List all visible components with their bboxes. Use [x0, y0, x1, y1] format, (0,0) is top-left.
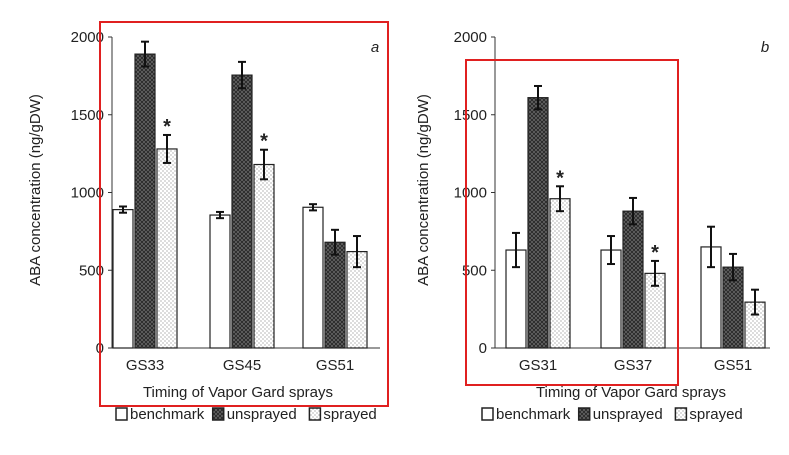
category-label: GS45: [223, 357, 261, 374]
legend-swatch: [211, 407, 225, 421]
error-bar: [751, 288, 759, 316]
legend-label: sprayed: [323, 406, 376, 423]
panel-label: a: [371, 39, 379, 56]
category-label: GS51: [316, 357, 354, 374]
error-bar: [629, 196, 637, 226]
legend-label: benchmark: [130, 406, 205, 423]
bar-unsprayed: [324, 241, 346, 349]
error-bar: [607, 235, 615, 266]
category-label: GS31: [519, 357, 557, 374]
legend-swatch: [308, 407, 322, 421]
legend-label: sprayed: [689, 406, 742, 423]
bar-unsprayed: [231, 74, 253, 349]
error-bar: [651, 259, 659, 287]
legend-item-benchmark: benchmark: [481, 406, 571, 423]
y-tick-label: 1000: [71, 185, 104, 202]
y-tick-label: 1000: [454, 185, 487, 202]
bar-sprayed: [253, 163, 275, 349]
y-tick-label: 500: [79, 262, 104, 279]
y-tick-label: 500: [462, 262, 487, 279]
y-tick-label: 0: [479, 340, 487, 357]
error-bar: [260, 148, 268, 181]
bar-benchmark: [112, 209, 134, 349]
y-axis-label: ABA concentration (ng/gDW): [415, 94, 432, 286]
error-bar: [353, 235, 361, 269]
legend-item-unsprayed: unsprayed: [577, 406, 663, 423]
y-tick-label: 2000: [454, 29, 487, 46]
error-bar: [309, 203, 317, 212]
error-bar: [556, 185, 564, 213]
error-bar: [331, 228, 339, 256]
bar-benchmark: [302, 206, 324, 349]
bar-benchmark: [209, 214, 231, 349]
legend-label: unsprayed: [227, 406, 297, 423]
y-tick-label: 1500: [454, 107, 487, 124]
error-bar: [534, 84, 542, 111]
legend-swatch: [481, 407, 494, 421]
legend-swatch: [115, 407, 128, 421]
legend-item-sprayed: sprayed: [308, 406, 377, 423]
error-bar: [238, 60, 246, 90]
error-bar: [163, 133, 171, 164]
bar-unsprayed: [134, 53, 156, 349]
error-bar: [216, 210, 224, 220]
legend-swatch: [674, 407, 688, 421]
error-bar: [707, 225, 715, 269]
error-bar: [141, 40, 149, 68]
legend-swatch: [577, 407, 591, 421]
x-axis-label: Timing of Vapor Gard sprays: [143, 384, 333, 401]
x-axis-label: Timing of Vapor Gard sprays: [536, 384, 726, 401]
bar-unsprayed: [622, 210, 644, 349]
bar-unsprayed: [527, 97, 549, 349]
significance-asterisk: *: [163, 116, 171, 138]
error-bar: [729, 252, 737, 282]
bar-sprayed: [549, 198, 571, 349]
significance-asterisk: *: [260, 131, 268, 153]
y-tick-label: 2000: [71, 29, 104, 46]
category-label: GS33: [126, 357, 164, 374]
highlight-box: [99, 21, 389, 407]
highlight-box: [465, 59, 679, 386]
error-bar: [512, 231, 520, 269]
bar-sprayed: [156, 148, 178, 349]
legend-item-sprayed: sprayed: [674, 406, 743, 423]
error-bar: [119, 205, 127, 214]
legend-item-benchmark: benchmark: [115, 406, 205, 423]
legend-item-unsprayed: unsprayed: [211, 406, 297, 423]
panel-label: b: [761, 39, 769, 56]
category-label: GS37: [614, 357, 652, 374]
y-tick-label: 1500: [71, 107, 104, 124]
category-label: GS51: [714, 357, 752, 374]
significance-asterisk: *: [651, 242, 659, 264]
panel-b-chart: 0 500 1000 1500 2000 ABA concentration (ng/gD…: [415, 29, 770, 423]
legend-label: benchmark: [496, 406, 571, 423]
significance-asterisk: *: [556, 167, 564, 189]
legend-label: unsprayed: [593, 406, 663, 423]
y-axis-label: ABA concentration (ng/gDW): [27, 94, 44, 286]
